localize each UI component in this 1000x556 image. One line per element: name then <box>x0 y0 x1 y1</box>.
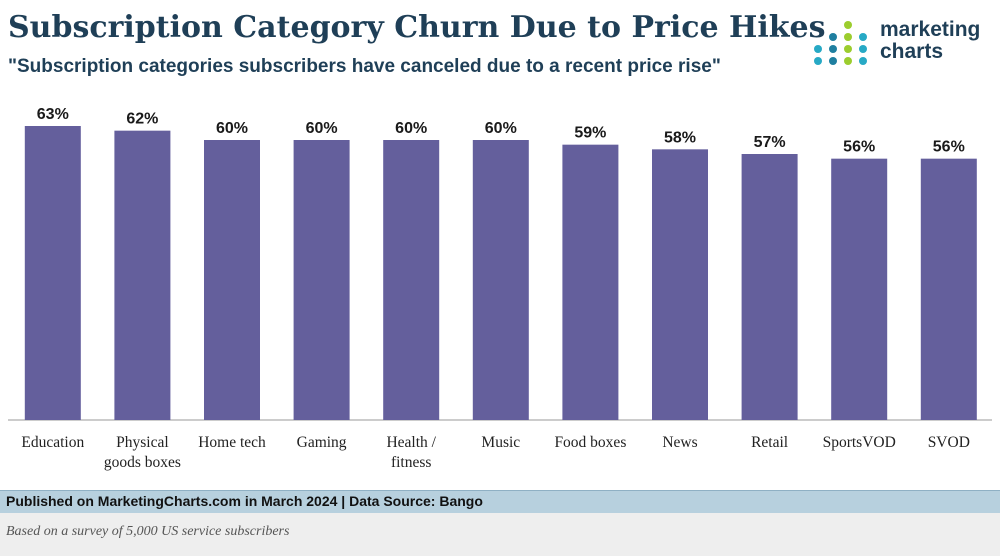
category-label: Retail <box>751 434 788 451</box>
bar-2 <box>204 140 260 420</box>
category-label-line: Education <box>21 434 84 451</box>
marketingcharts-logo: marketing charts <box>812 18 992 68</box>
category-label-line: Music <box>481 434 520 451</box>
category-label-line: Home tech <box>198 434 266 451</box>
category-label-line: Gaming <box>297 434 347 451</box>
category-label: Music <box>481 434 520 451</box>
logo-dot <box>814 45 822 53</box>
logo-dot <box>844 57 852 65</box>
category-label: Gaming <box>297 434 347 451</box>
bar-1 <box>114 130 171 420</box>
data-label: 62% <box>126 111 158 128</box>
logo-dot <box>859 45 867 53</box>
bar-0 <box>24 126 81 420</box>
chart-subtitle: "Subscription categories subscribers hav… <box>8 56 721 77</box>
bar-7 <box>652 149 708 421</box>
logo-dot <box>859 57 867 65</box>
bar-3 <box>293 140 350 420</box>
chart-title: Subscription Category Churn Due to Price… <box>8 10 826 45</box>
bar-5 <box>472 140 529 420</box>
category-label: Physical goods boxes <box>104 434 181 471</box>
data-label: 56% <box>843 139 875 156</box>
category-label: Food boxes <box>554 434 626 451</box>
data-label: 60% <box>485 120 517 137</box>
category-label: News <box>662 434 697 451</box>
category-label-line: Retail <box>751 434 788 451</box>
logo-dot <box>859 33 867 41</box>
category-label: Home tech <box>198 434 266 451</box>
logo-text-line1: marketing <box>880 18 981 41</box>
bar-10 <box>920 158 977 420</box>
survey-note: Based on a survey of 5,000 US service su… <box>0 513 1000 556</box>
data-label: 63% <box>37 106 69 123</box>
logo-dot <box>844 21 852 29</box>
category-label: SportsVOD <box>823 434 896 451</box>
data-label: 56% <box>933 139 965 156</box>
logo-dot <box>814 57 822 65</box>
bar-4 <box>383 140 440 420</box>
bar-8 <box>741 154 798 420</box>
data-label: 60% <box>306 120 338 137</box>
category-label-line: Health / <box>386 434 436 451</box>
data-label: 60% <box>216 120 248 137</box>
bar-9 <box>831 158 888 420</box>
data-label: 59% <box>574 125 606 142</box>
data-label: 57% <box>754 134 786 151</box>
bar-6 <box>562 144 619 420</box>
logo-dot <box>829 57 837 65</box>
category-label-line: News <box>662 434 697 451</box>
bar-chart: 63% Education 62% Physical goods boxes 60% Hom… <box>8 106 992 471</box>
logo-dot <box>829 33 837 41</box>
logo-text-line2: charts <box>880 40 944 63</box>
category-label: SVOD <box>928 434 970 451</box>
category-label-line: SportsVOD <box>823 434 896 451</box>
logo-dots-icon <box>814 21 867 65</box>
logo-dot <box>844 45 852 53</box>
category-label-line: SVOD <box>928 434 970 451</box>
category-label-line: Physical <box>116 434 169 451</box>
data-label: 60% <box>395 120 427 137</box>
category-label: Health / fitness <box>386 434 436 471</box>
category-label-line: fitness <box>391 454 431 471</box>
source-footer: Published on MarketingCharts.com in Marc… <box>0 490 1000 513</box>
category-label-line: Food boxes <box>554 434 626 451</box>
logo-dot <box>829 45 837 53</box>
logo-dot <box>844 33 852 41</box>
category-label-line: goods boxes <box>104 454 181 471</box>
category-label: Education <box>21 434 84 451</box>
source-text: Published on MarketingCharts.com in Marc… <box>6 493 483 509</box>
survey-note-text: Based on a survey of 5,000 US service su… <box>6 524 290 539</box>
data-label: 58% <box>664 129 696 146</box>
